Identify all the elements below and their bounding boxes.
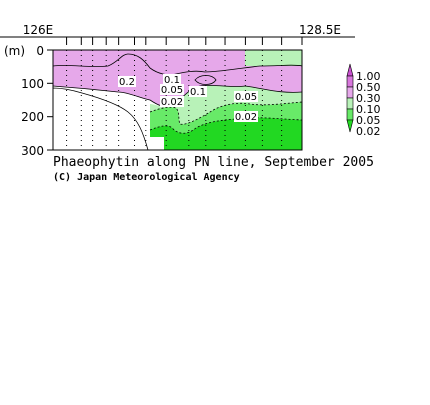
- colorbar-label-3: 0.30: [356, 92, 381, 105]
- terrain-right: [150, 137, 164, 150]
- colorbar-swatch-1: [346, 63, 354, 77]
- contour-label-5: 0.02: [161, 97, 183, 108]
- colorbar-label-6: 0.02: [356, 125, 381, 138]
- band-green-top: [245, 50, 302, 66]
- credit-line: (C) Japan Meteorological Agency: [53, 171, 240, 183]
- contour-labels: 0.2 0.1 0.05 0.1 0.02 0.05 0.02: [118, 74, 258, 123]
- colorbar-swatch-4: [346, 97, 354, 110]
- colorbar-label-1: 1.00: [356, 70, 381, 83]
- contour-label-6: 0.05: [235, 92, 257, 103]
- contour-0-05: [149, 101, 302, 125]
- y-axis-label: (m): [4, 44, 25, 58]
- contour-label-1: 0.2: [119, 77, 135, 88]
- contour-label-3: 0.05: [161, 85, 183, 96]
- y-tick-label-100: 100: [21, 77, 44, 91]
- colorbar-swatch-3: [346, 86, 354, 99]
- colorbar-label-5: 0.05: [356, 114, 381, 127]
- y-tick-label-0: 0: [36, 44, 44, 58]
- chart-title: Phaeophytin along PN line, September 200…: [53, 155, 374, 170]
- contour-0-02: [149, 117, 302, 134]
- x-tick-label-126E: 126E: [23, 23, 54, 37]
- colorbar-label-4: 0.10: [356, 103, 381, 116]
- plot-frame: [52, 49, 303, 151]
- contour-label-2: 0.1: [164, 75, 180, 86]
- colorbar-swatch-6: [346, 119, 354, 133]
- y-axis: [47, 49, 53, 151]
- contour-label-4: 0.1: [190, 87, 206, 98]
- x-tick-label-128-5E: 128.5E: [299, 23, 341, 37]
- y-tick-label-300: 300: [21, 144, 44, 158]
- terrain-left: [53, 87, 149, 150]
- colorbar-swatch-5: [346, 108, 354, 121]
- colorbar-label-2: 0.50: [356, 81, 381, 94]
- colorbar: [346, 63, 354, 133]
- colorbar-swatch-2: [346, 75, 354, 88]
- band-green-strong: [150, 117, 302, 150]
- contour-label-7: 0.02: [235, 112, 257, 123]
- y-tick-label-200: 200: [21, 110, 44, 124]
- contour-0-2-loop: [194, 75, 217, 85]
